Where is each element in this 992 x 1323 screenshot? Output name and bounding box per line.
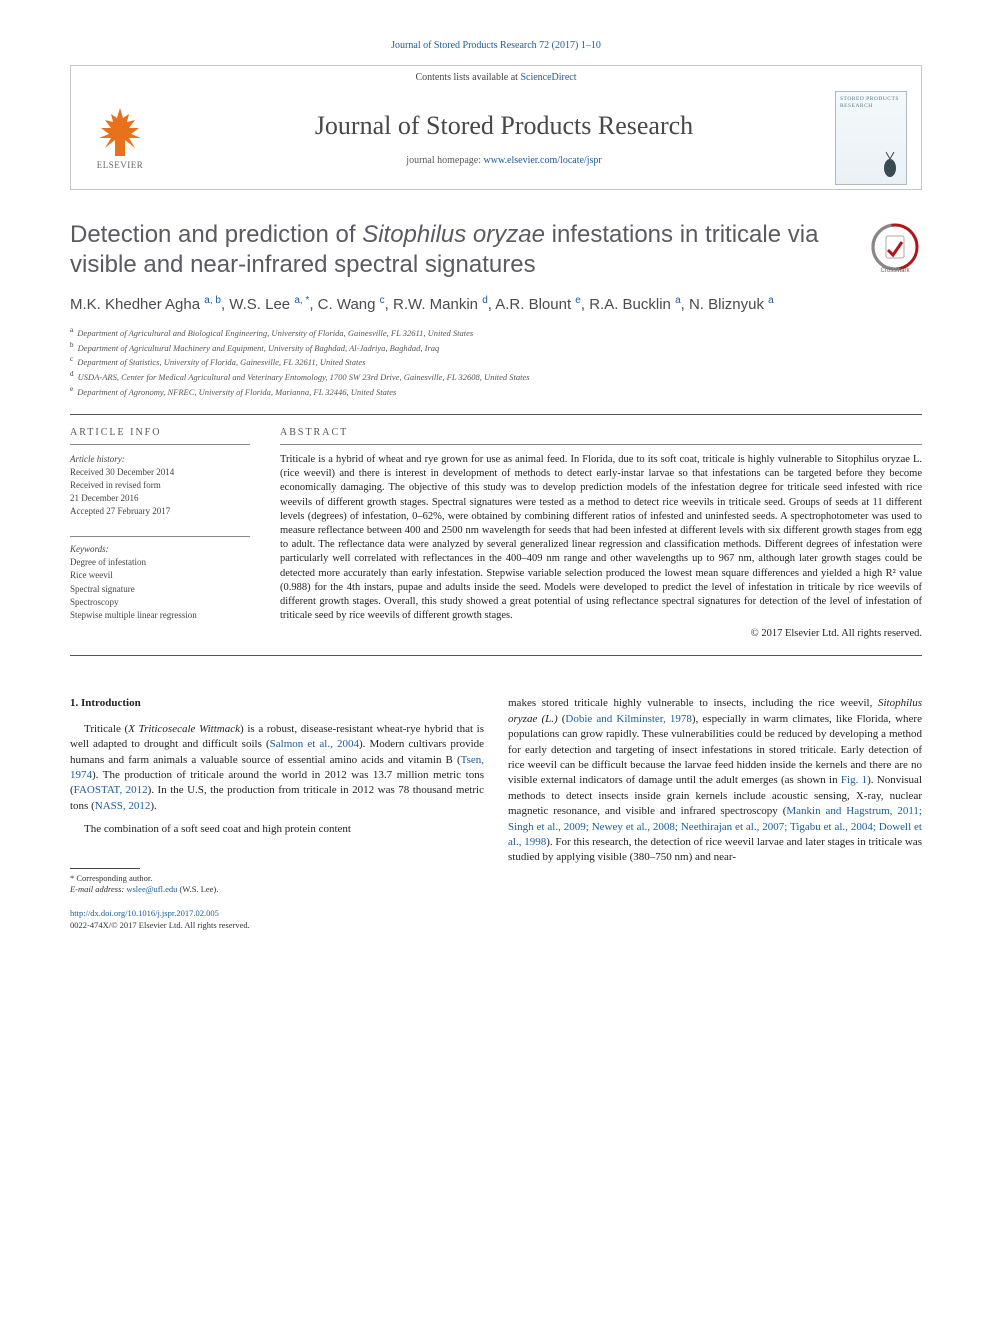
column-right: makes stored triticale highly vulnerable… [508, 696, 922, 932]
corresponding-author-note: * Corresponding author. [70, 873, 484, 885]
title-part-1: Detection and prediction of [70, 221, 362, 248]
paragraph: The combination of a soft seed coat and … [70, 822, 484, 837]
keyword: Degree of infestation [70, 556, 250, 569]
affiliations-list: a Department of Agricultural and Biologi… [70, 325, 922, 398]
journal-cover-thumbnail: STORED PRODUCTS RESEARCH [835, 91, 907, 185]
history-line: 21 December 2016 [70, 492, 250, 505]
citation-link[interactable]: Dobie and Kilminster, 1978 [565, 713, 691, 725]
history-line: Received 30 December 2014 [70, 466, 250, 479]
crossmark-badge[interactable]: CrossMark [868, 220, 922, 274]
sciencedirect-link[interactable]: ScienceDirect [520, 72, 576, 83]
paragraph: Triticale (X Triticosecale Wittmack) is … [70, 722, 484, 814]
email-line: E-mail address: wslee@ufl.edu (W.S. Lee)… [70, 884, 484, 896]
citation-line: Journal of Stored Products Research 72 (… [70, 40, 922, 51]
issn-copyright-line: 0022-474X/© 2017 Elsevier Ltd. All right… [70, 920, 484, 932]
history-label: Article history: [70, 453, 250, 466]
doi-block: http://dx.doi.org/10.1016/j.jspr.2017.02… [70, 908, 484, 932]
article-info-heading: article info [70, 427, 250, 445]
cover-art-icon [840, 109, 902, 180]
figure-link[interactable]: Fig. 1 [841, 774, 867, 786]
contents-available: Contents lists available at ScienceDirec… [71, 66, 921, 87]
text: ). For this research, the detection of r… [508, 836, 922, 863]
citation-link[interactable]: Salmon et al., 2004 [270, 738, 359, 750]
section-divider [70, 414, 922, 415]
affiliation-line: c Department of Statistics, University o… [70, 354, 922, 369]
paragraph: makes stored triticale highly vulnerable… [508, 696, 922, 865]
history-line: Accepted 27 February 2017 [70, 505, 250, 518]
footnote-separator [70, 868, 140, 869]
article-body: 1. Introduction Triticale (X Triticoseca… [70, 696, 922, 932]
text: Triticale ( [84, 723, 128, 735]
contents-prefix: Contents lists available at [415, 72, 520, 83]
section-divider [70, 655, 922, 656]
article-history: Article history: Received 30 December 20… [70, 453, 250, 518]
keyword: Spectroscopy [70, 596, 250, 609]
keyword: Rice weevil [70, 569, 250, 582]
article-title: Detection and prediction of Sitophilus o… [70, 220, 852, 280]
journal-name: Journal of Stored Products Research [173, 111, 835, 141]
abstract-copyright: © 2017 Elsevier Ltd. All rights reserved… [280, 627, 922, 641]
title-species-name: Sitophilus oryzae [362, 221, 545, 248]
email-author-name: (W.S. Lee). [177, 884, 218, 894]
elsevier-logo: ELSEVIER [85, 98, 155, 178]
citation-link[interactable]: FAOSTAT, 2012 [74, 784, 148, 796]
text: makes stored triticale highly vulnerable… [508, 697, 878, 709]
keywords-block: Keywords: Degree of infestationRice weev… [70, 536, 250, 621]
text: ). [150, 800, 156, 812]
homepage-link[interactable]: www.elsevier.com/locate/jspr [484, 155, 602, 166]
abstract-panel: abstract Triticale is a hybrid of wheat … [280, 427, 922, 641]
abstract-body: Triticale is a hybrid of wheat and rye g… [280, 453, 922, 623]
affiliation-line: a Department of Agricultural and Biologi… [70, 325, 922, 340]
footnotes: * Corresponding author. E-mail address: … [70, 873, 484, 897]
species-name: X Triticosecale Wittmack [128, 723, 240, 735]
journal-homepage: journal homepage: www.elsevier.com/locat… [173, 155, 835, 166]
affiliation-line: e Department of Agronomy, NFREC, Univers… [70, 384, 922, 399]
history-line: Received in revised form [70, 479, 250, 492]
cover-title: STORED PRODUCTS RESEARCH [840, 96, 902, 109]
column-left: 1. Introduction Triticale (X Triticoseca… [70, 696, 484, 932]
doi-link[interactable]: http://dx.doi.org/10.1016/j.jspr.2017.02… [70, 908, 219, 918]
crossmark-label: CrossMark [880, 268, 910, 274]
affiliation-line: d USDA-ARS, Center for Medical Agricultu… [70, 369, 922, 384]
authors-list: M.K. Khedher Agha a, b, W.S. Lee a, *, C… [70, 294, 922, 315]
affiliation-line: b Department of Agricultural Machinery a… [70, 340, 922, 355]
keyword: Stepwise multiple linear regression [70, 609, 250, 622]
abstract-heading: abstract [280, 427, 922, 445]
homepage-prefix: journal homepage: [406, 155, 483, 166]
article-info-panel: article info Article history: Received 3… [70, 427, 250, 641]
journal-header: Contents lists available at ScienceDirec… [70, 65, 922, 190]
elsevier-brand-text: ELSEVIER [97, 160, 144, 170]
elsevier-tree-icon [95, 106, 145, 158]
section-heading-introduction: 1. Introduction [70, 696, 484, 711]
keyword: Spectral signature [70, 583, 250, 596]
keywords-label: Keywords: [70, 543, 250, 556]
author-email-link[interactable]: wslee@ufl.edu [126, 884, 177, 894]
email-label: E-mail address: [70, 884, 126, 894]
citation-link[interactable]: NASS, 2012 [95, 800, 151, 812]
